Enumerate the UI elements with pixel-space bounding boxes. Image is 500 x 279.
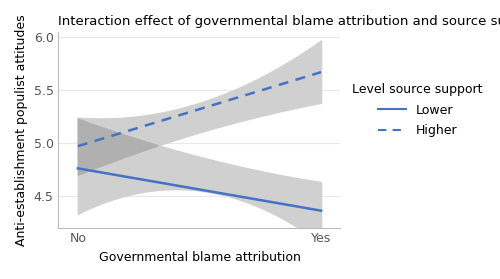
Y-axis label: Anti-establishment populist attitudes: Anti-establishment populist attitudes [15, 14, 28, 246]
X-axis label: Governmental blame attribution: Governmental blame attribution [98, 251, 300, 264]
Text: Interaction effect of governmental blame attribution and source support: Interaction effect of governmental blame… [58, 15, 500, 28]
Legend: Lower, Higher: Lower, Higher [352, 83, 483, 137]
